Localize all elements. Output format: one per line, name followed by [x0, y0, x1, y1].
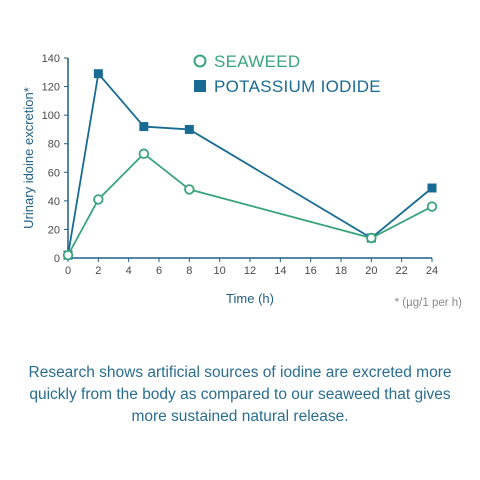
seaweed-legend-marker: [193, 54, 207, 68]
caption-text: Research shows artificial sources of iod…: [28, 364, 452, 425]
seaweed-point: [62, 249, 74, 261]
x-tick-label: 6: [156, 265, 162, 277]
x-tick-label: 8: [186, 265, 192, 277]
y-tick-label: 40: [48, 196, 60, 208]
potassium-iodide-point: [139, 122, 149, 132]
potassium-iodide-point: [93, 69, 103, 79]
potassium-iodide-legend-label: POTASSIUM IODIDE: [214, 77, 381, 96]
potassium-iodide-legend-marker: [194, 80, 206, 92]
x-tick-label: 12: [244, 265, 256, 277]
x-tick-label: 10: [214, 265, 226, 277]
x-tick-label: 20: [365, 265, 377, 277]
y-tick-label: 0: [54, 253, 60, 265]
seaweed-point: [138, 148, 150, 159]
potassium-iodide-point: [427, 183, 437, 193]
x-tick-label: 0: [65, 265, 71, 277]
y-tick-label: 140: [42, 53, 60, 65]
y-tick-label: 20: [48, 224, 60, 236]
potassium-iodide-point: [184, 124, 194, 134]
y-tick-label: 80: [48, 139, 60, 151]
seaweed-point: [184, 184, 195, 195]
x-tick-label: 24: [426, 265, 438, 277]
seaweed-point: [426, 201, 438, 212]
x-tick-label: 16: [305, 265, 317, 277]
x-tick-label: 18: [335, 265, 347, 277]
unit-footnote: * (µg/1 per h): [395, 297, 463, 309]
x-tick-label: 2: [95, 265, 101, 277]
x-axis-title: Time (h): [226, 291, 274, 306]
y-tick-label: 100: [42, 110, 60, 122]
potassium-iodide-series-line: [67, 71, 433, 256]
y-axis-title: Urinary idoine excretion*: [21, 87, 36, 229]
seaweed-legend-label: SEAWEED: [214, 52, 301, 71]
x-tick-label: 22: [396, 265, 408, 277]
x-tick-label: 14: [274, 265, 286, 277]
seaweed-series-line: [67, 152, 433, 256]
seaweed-point: [93, 194, 104, 205]
seaweed-point: [366, 232, 377, 244]
y-tick-label: 120: [42, 82, 60, 94]
x-tick-label: 4: [126, 265, 132, 277]
y-tick-label: 60: [48, 167, 60, 179]
